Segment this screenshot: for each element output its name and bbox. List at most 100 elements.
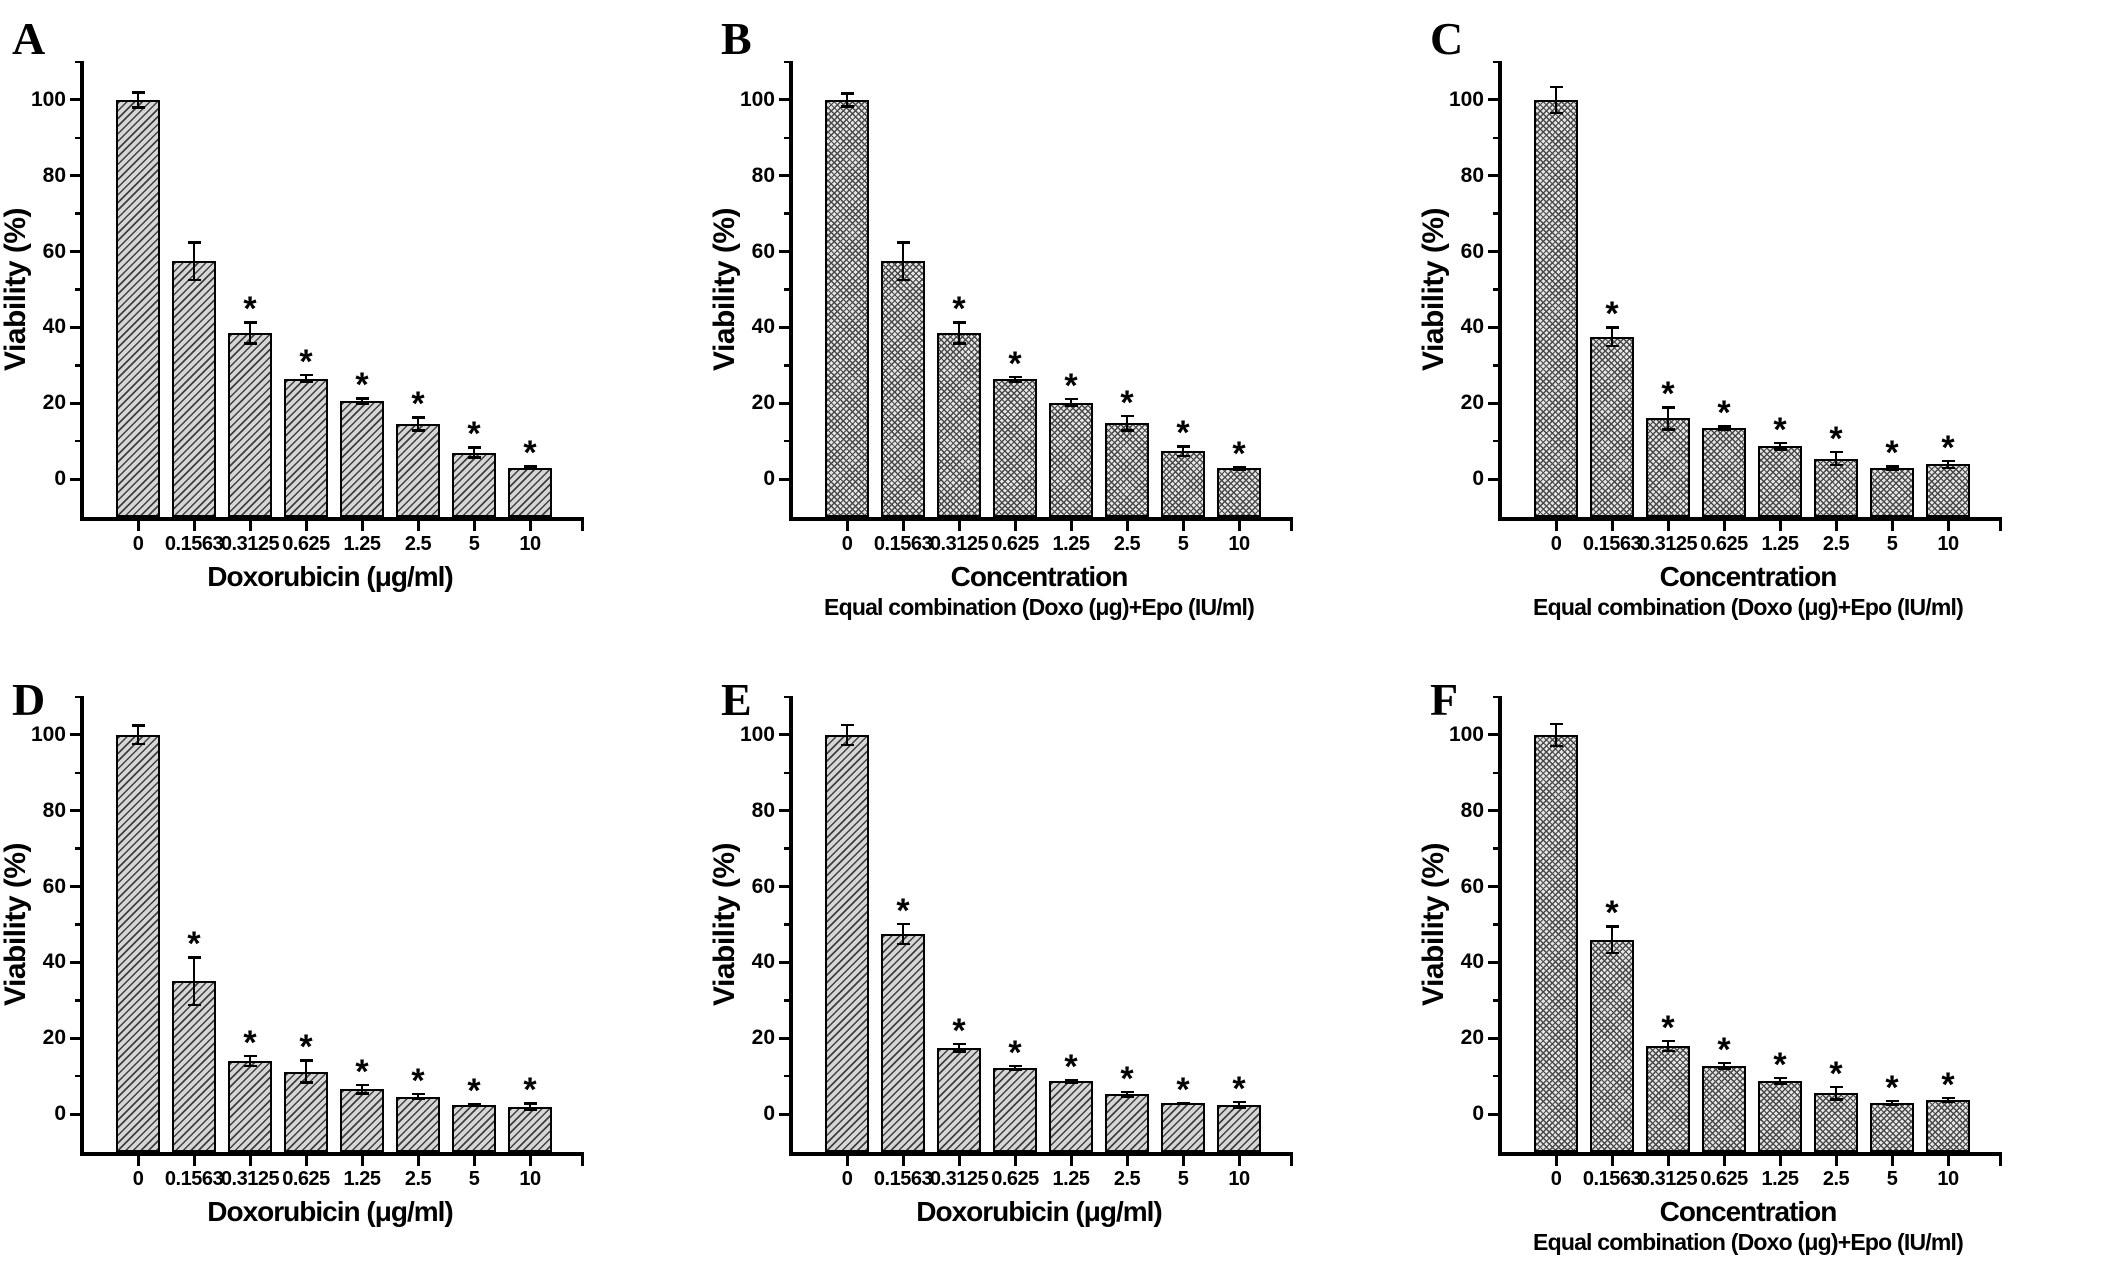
- error-bar-cap-top: [131, 724, 145, 727]
- error-bar-cap-bottom: [187, 278, 201, 282]
- bar: [172, 981, 216, 1152]
- error-bar: [1554, 86, 1558, 114]
- error-bar: [1722, 426, 1726, 430]
- bar: [284, 1071, 328, 1152]
- x-tick: [1069, 1154, 1073, 1166]
- y-axis-title: Viability (%): [708, 62, 741, 517]
- x-category-label: 0.625: [1700, 533, 1748, 555]
- x-tick: [416, 1154, 420, 1166]
- x-category-label: 0.1563: [873, 533, 933, 555]
- error-bar: [1069, 398, 1073, 407]
- x-tick: [957, 519, 961, 531]
- y-tick-label: 100: [1448, 722, 1484, 746]
- error-bar: [1666, 1040, 1670, 1052]
- error-bar-cap-bottom: [1064, 1081, 1078, 1084]
- x-tick: [248, 1154, 252, 1166]
- y-minor-tick: [75, 695, 84, 699]
- y-minor-tick: [784, 364, 793, 367]
- y-minor-tick: [1493, 212, 1502, 215]
- error-bar: [472, 447, 476, 458]
- significance-asterisk: *: [1232, 435, 1246, 474]
- x-tick: [957, 1154, 961, 1166]
- y-tick-label: 0: [763, 1102, 775, 1126]
- bar: [1926, 1100, 1970, 1152]
- y-tick-label: 80: [42, 798, 66, 822]
- x-category-label: 10: [519, 533, 541, 555]
- panel-F: F Viability (%) 0 20 40 60 80 100 0 * 0.1563 * 0.3…: [1417, 631, 2126, 1263]
- x-category-label: 0: [841, 533, 853, 555]
- y-tick-label: 80: [42, 163, 66, 187]
- bar: [116, 734, 160, 1152]
- y-tick-label: 0: [1472, 1102, 1484, 1126]
- x-tick: [1778, 519, 1782, 531]
- bar: [825, 734, 869, 1152]
- x-tick: [1013, 519, 1017, 531]
- x-tick: [1666, 519, 1670, 531]
- x-category-label: 2.5: [404, 533, 432, 555]
- panel-letter: D: [12, 674, 46, 725]
- y-major-tick: [779, 885, 793, 889]
- error-bar: [1890, 1100, 1894, 1105]
- bar: [1534, 99, 1578, 517]
- error-bar-cap-bottom: [1941, 1100, 1955, 1104]
- y-tick-label: 0: [763, 467, 775, 491]
- significance-asterisk: *: [1717, 394, 1731, 432]
- error-bar-cap-top: [243, 321, 257, 324]
- x-tick: [1610, 1154, 1614, 1166]
- x-category-label: 0.625: [1700, 1168, 1748, 1190]
- y-axis-title-text: Viability (%): [708, 208, 741, 371]
- error-bar-cap-bottom: [1064, 404, 1078, 408]
- bar: [881, 933, 925, 1152]
- y-minor-tick: [75, 999, 84, 1002]
- significance-asterisk: *: [1176, 1070, 1190, 1109]
- y-minor-tick: [1493, 1074, 1502, 1078]
- bar: [1814, 458, 1858, 517]
- x-tick: [136, 1154, 140, 1166]
- panel-E: E Viability (%) 0 20 40 60 80 100 0 * 0.1563 * 0.3…: [708, 631, 1418, 1263]
- error-bar-cap-top: [411, 416, 425, 419]
- error-bar: [416, 417, 420, 431]
- plot-area: 0 20 40 60 80 100 0 0.1563 * 0.3125 * 0.625 * 1.25 * 2.…: [740, 60, 1293, 555]
- y-major-tick: [70, 174, 84, 178]
- error-bar-cap-top: [299, 1059, 313, 1062]
- y-major-tick: [779, 174, 793, 178]
- error-bar-cap-top: [243, 1054, 257, 1058]
- y-tick-label: 60: [1460, 874, 1484, 898]
- error-bar-cap-top: [1661, 1039, 1675, 1043]
- y-major-tick: [70, 98, 84, 102]
- x-category-label: 1.25: [1761, 1168, 1799, 1190]
- x-axis-title: Concentration: [950, 561, 1129, 592]
- y-major-tick: [779, 98, 793, 102]
- bar: [1590, 336, 1634, 517]
- y-major-tick: [1488, 174, 1502, 178]
- y-minor-tick: [1493, 771, 1502, 775]
- y-minor-tick: [75, 136, 84, 140]
- error-bar-cap-top: [187, 241, 201, 244]
- chart-F: Viability (%) 0 20 40 60 80 100 0 * 0.1563 * 0.312…: [1417, 695, 2002, 1256]
- bar: [937, 1047, 981, 1152]
- y-minor-tick: [784, 212, 793, 215]
- error-bar: [845, 724, 849, 746]
- error-bar-cap-bottom: [1008, 1068, 1022, 1071]
- significance-asterisk: *: [1008, 1033, 1022, 1072]
- significance-asterisk: *: [1064, 1047, 1078, 1086]
- y-major-tick: [779, 401, 793, 405]
- error-bar-cap-top: [952, 1042, 966, 1046]
- error-bar-cap-top: [1120, 414, 1134, 418]
- y-tick-label: 100: [739, 722, 775, 746]
- significance-asterisk: *: [355, 1052, 369, 1091]
- y-major-tick: [1488, 1112, 1502, 1116]
- significance-asterisk: *: [1885, 434, 1899, 473]
- x-tick: [1890, 1154, 1894, 1166]
- error-bar-cap-top: [896, 922, 910, 926]
- x-axis-title: Doxorubicin (μg/ml): [207, 1196, 453, 1227]
- y-major-tick: [70, 401, 84, 405]
- panel-D: D Viability (%) 0 20 40 60 80 100 0 * 0.1563 * 0.3…: [0, 631, 709, 1263]
- x-category-label: 1.25: [1761, 533, 1799, 555]
- y-tick-label: 100: [739, 87, 775, 111]
- y-tick-label: 80: [1460, 163, 1484, 187]
- bar: [1646, 1045, 1690, 1152]
- error-bar-cap-top: [896, 241, 910, 244]
- bar: [1105, 423, 1149, 517]
- error-bar-cap-bottom: [896, 942, 910, 946]
